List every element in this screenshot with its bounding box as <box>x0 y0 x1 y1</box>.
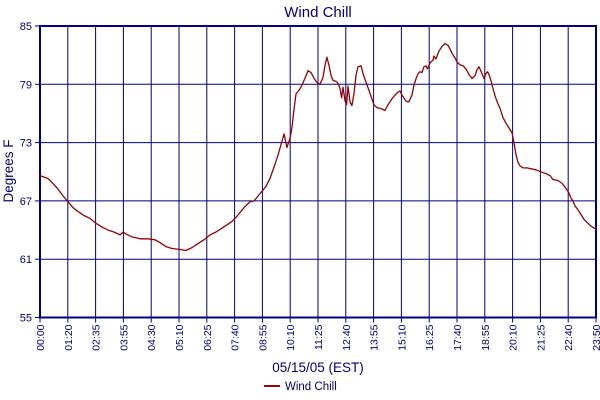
x-tick-label-group: 10:10 <box>285 324 297 350</box>
x-tick-label: 17:40 <box>452 324 464 350</box>
x-tick-label-group: 08:55 <box>257 324 269 350</box>
x-tick-label-group: 20:10 <box>508 324 520 350</box>
y-tick-label: 85 <box>20 21 32 33</box>
x-tick-label-group: 15:10 <box>396 324 408 350</box>
y-tick-label: 67 <box>20 196 32 208</box>
wind-chill-data-line <box>39 42 597 252</box>
grid-lines <box>39 25 597 318</box>
x-tick-label-group: 04:30 <box>146 324 158 350</box>
x-tick-label: 20:10 <box>508 324 520 350</box>
x-tick-label-group: 07:40 <box>230 324 242 350</box>
x-tick-label-group: 17:40 <box>452 324 464 350</box>
x-tick-label-group: 01:20 <box>63 324 75 350</box>
x-tick-label: 03:55 <box>118 324 130 350</box>
y-tick-label: 79 <box>20 79 32 91</box>
y-axis-title-group: Degrees F <box>1 139 16 202</box>
legend-label: Wind Chill <box>285 381 337 393</box>
x-tick-label-group: 22:40 <box>563 324 575 350</box>
x-tick-label: 16:25 <box>424 324 436 350</box>
x-tick-label: 21:25 <box>535 324 547 350</box>
x-tick-label-group: 13:55 <box>369 324 381 350</box>
x-tick-label-group: 11:25 <box>313 324 325 350</box>
x-tick-label-group: 21:25 <box>535 324 547 350</box>
x-tick-label-group: 00:00 <box>35 324 47 350</box>
data-line-group <box>39 42 597 252</box>
x-tick-label-group: 16:25 <box>424 324 436 350</box>
x-tick-label: 05:10 <box>174 324 186 350</box>
x-tick-label: 22:40 <box>563 324 575 350</box>
x-tick-label: 13:55 <box>369 324 381 350</box>
x-tick-label: 02:35 <box>91 324 103 350</box>
x-tick-label-group: 05:10 <box>174 324 186 350</box>
y-axis-title: Degrees F <box>1 139 16 202</box>
x-tick-label: 15:10 <box>396 324 408 350</box>
x-tick-label-group: 23:50 <box>591 324 600 350</box>
tick-marks <box>35 25 597 323</box>
x-tick-label: 06:25 <box>202 324 214 350</box>
x-tick-label: 07:40 <box>230 324 242 350</box>
y-tick-label: 55 <box>20 313 32 325</box>
x-tick-label-group: 03:55 <box>118 324 130 350</box>
y-tick-label: 61 <box>20 254 32 266</box>
y-tick-label: 73 <box>20 138 32 150</box>
chart-title: Wind Chill <box>284 4 352 21</box>
legend: Wind Chill <box>264 381 337 393</box>
axis-tick-labels: 00:00 01:20 02:35 03:55 04:30 05:10 06:25 07:40… <box>20 21 600 351</box>
x-tick-label: 01:20 <box>63 324 75 350</box>
x-tick-label: 00:00 <box>35 324 47 350</box>
x-tick-label: 04:30 <box>146 324 158 350</box>
x-tick-label-group: 06:25 <box>202 324 214 350</box>
x-tick-label: 12:40 <box>341 324 353 350</box>
x-axis-title: 05/15/05 (EST) <box>272 360 364 375</box>
x-tick-label: 11:25 <box>313 324 325 350</box>
x-tick-label-group: 18:55 <box>480 324 492 350</box>
x-tick-label: 23:50 <box>591 324 600 350</box>
x-tick-label-group: 02:35 <box>91 324 103 350</box>
x-tick-label: 08:55 <box>257 324 269 350</box>
plot-border <box>39 25 597 319</box>
x-tick-label: 10:10 <box>285 324 297 350</box>
x-tick-label: 18:55 <box>480 324 492 350</box>
x-tick-label-group: 12:40 <box>341 324 353 350</box>
